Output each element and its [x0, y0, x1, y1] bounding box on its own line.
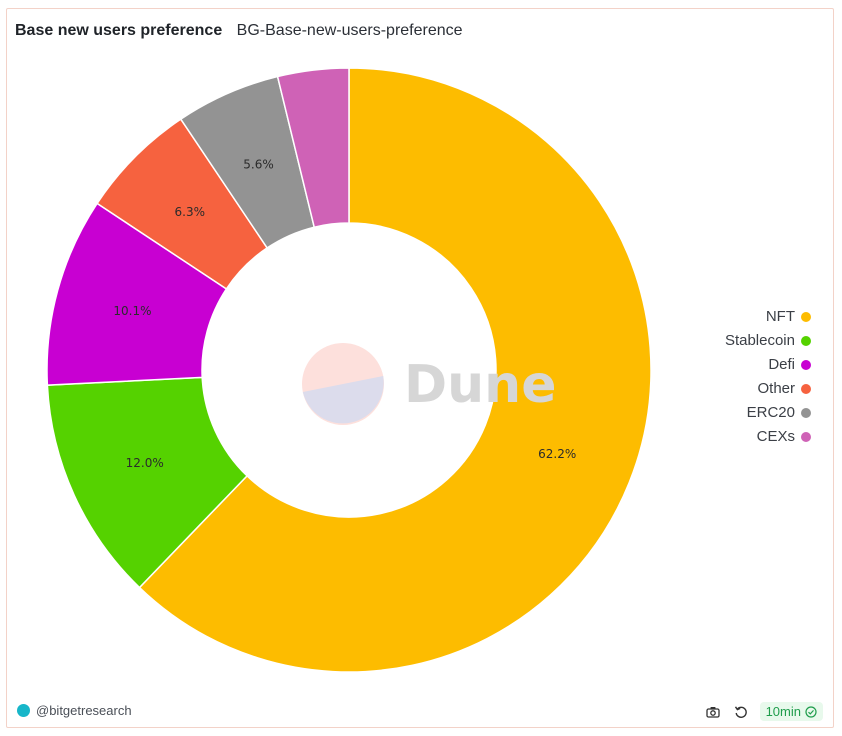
slice-label-other: 6.3% — [175, 205, 206, 219]
author-name: @bitgetresearch — [36, 703, 132, 718]
legend-item-other[interactable]: Other — [725, 377, 811, 401]
legend-item-stablecoin[interactable]: Stablecoin — [725, 329, 811, 353]
legend-item-defi[interactable]: Defi — [725, 353, 811, 377]
chart-legend: NFT Stablecoin Defi Other ERC20 CEXs — [725, 305, 811, 449]
watermark-logo-bottom — [302, 376, 384, 424]
legend-label-stablecoin: Stablecoin — [724, 332, 795, 349]
legend-label-other: Other — [757, 380, 795, 397]
legend-swatch-cexs — [801, 432, 811, 442]
slice-cexs[interactable] — [276, 67, 350, 229]
chart-header: Base new users preference BG-Base-new-us… — [15, 22, 463, 40]
legend-swatch-nft — [801, 312, 811, 322]
slice-label-defi: 10.1% — [113, 304, 151, 318]
legend-label-cexs: CEXs — [756, 428, 795, 445]
legend-item-nft[interactable]: NFT — [725, 305, 811, 329]
legend-swatch-defi — [801, 360, 811, 370]
chart-actions: 10min — [704, 702, 823, 721]
slice-label-erc20: 5.6% — [243, 158, 274, 172]
chart-card: Base new users preference BG-Base-new-us… — [6, 8, 834, 728]
author-link[interactable]: @bitgetresearch — [17, 703, 132, 718]
legend-item-cexs[interactable]: CEXs — [725, 425, 811, 449]
legend-swatch-stablecoin — [801, 336, 811, 346]
slice-stablecoin[interactable] — [46, 376, 249, 589]
dune-watermark: Dune — [302, 343, 556, 425]
legend-item-erc20[interactable]: ERC20 — [725, 401, 811, 425]
refresh-icon[interactable] — [732, 703, 750, 721]
legend-label-defi: Defi — [768, 356, 795, 373]
camera-icon[interactable] — [704, 703, 722, 721]
chart-subtitle: BG-Base-new-users-preference — [236, 22, 463, 39]
slice-nft[interactable] — [138, 67, 652, 673]
legend-swatch-erc20 — [801, 408, 811, 418]
legend-swatch-other — [801, 384, 811, 394]
slice-label-nft: 62.2% — [538, 447, 576, 461]
legend-label-nft: NFT — [765, 308, 795, 325]
watermark-text: Dune — [404, 355, 556, 415]
chart-title: Base new users preference — [15, 22, 223, 39]
slice-label-stablecoin: 12.0% — [126, 456, 164, 470]
author-avatar — [17, 704, 30, 717]
donut-chart: Dune 62.2% 12.0% 10.1% 6.3% 5.6% — [46, 67, 652, 673]
refresh-interval-label: 10min — [765, 704, 801, 719]
legend-label-erc20: ERC20 — [746, 404, 795, 421]
check-circle-icon — [805, 705, 817, 718]
refresh-interval-badge[interactable]: 10min — [759, 702, 823, 721]
